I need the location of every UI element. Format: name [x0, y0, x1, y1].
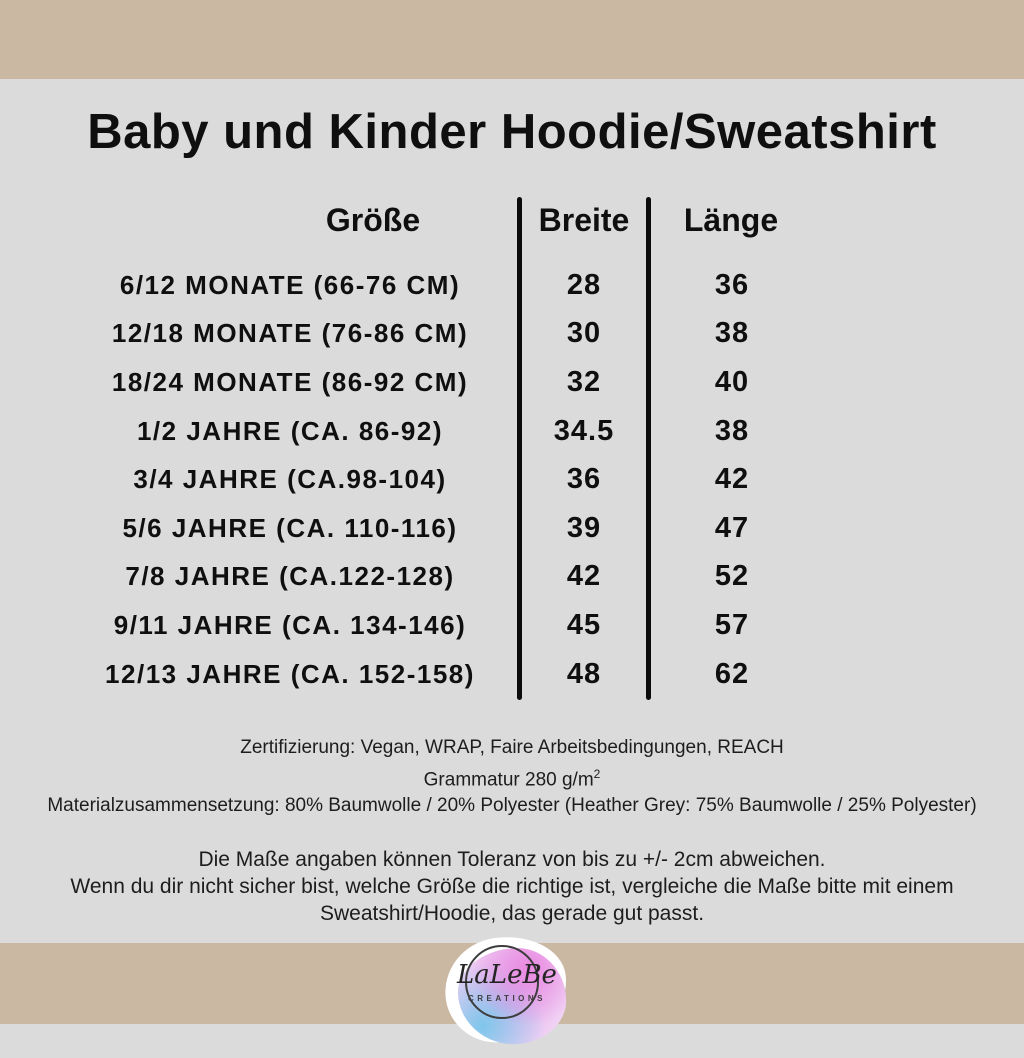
width-value: 39 — [566, 511, 602, 544]
brand-logo: LaLeBe CREATIONS — [438, 929, 574, 1049]
length-value: 38 — [714, 317, 750, 350]
width-value: 36 — [566, 463, 602, 496]
certification-text: Zertifizierung: Vegan, WRAP, Faire Arbei… — [240, 737, 784, 758]
length-value: 62 — [714, 657, 750, 690]
length-value: 47 — [714, 511, 750, 544]
width-value: 48 — [566, 657, 602, 690]
table-row: 12/18 MONATE (76-86 CM) 30 38 — [0, 310, 1024, 359]
size-label: 7/8 JAHRE (CA.122-128) — [125, 561, 455, 592]
width-value: 45 — [566, 608, 602, 641]
page-title: Baby und Kinder Hoodie/Sweatshirt — [87, 105, 937, 159]
size-label: 9/11 JAHRE (CA. 134-146) — [113, 609, 467, 640]
logo-circle-outline — [465, 945, 539, 1019]
tolerance-line: Die Maße angaben können Toleranz von bis… — [198, 848, 826, 871]
column-header-size: Größe — [325, 202, 421, 238]
width-value: 30 — [566, 317, 602, 350]
material-text: Materialzusammensetzung: 80% Baumwolle /… — [47, 795, 977, 817]
column-divider-left — [517, 197, 522, 700]
width-value: 28 — [566, 268, 602, 301]
length-value: 42 — [714, 463, 750, 496]
product-details: Zertifizierung: Vegan, WRAP, Faire Arbei… — [0, 735, 1024, 819]
size-label: 3/4 JAHRE (CA.98-104) — [133, 464, 447, 495]
table-row: 6/12 MONATE (66-76 CM) 28 36 — [0, 261, 1024, 310]
length-value: 36 — [714, 268, 750, 301]
tolerance-note: Die Maße angaben können Toleranz von bis… — [0, 846, 1024, 927]
size-label: 6/12 MONATE (66-76 CM) — [119, 269, 461, 300]
table-row: 5/6 JAHRE (CA. 110-116) 39 47 — [0, 504, 1024, 553]
size-table: 6/12 MONATE (66-76 CM) 28 36 12/18 MONAT… — [0, 261, 1024, 698]
grammage-superscript: 2 — [593, 767, 601, 781]
length-value: 38 — [714, 414, 750, 447]
width-value: 34.5 — [553, 414, 615, 447]
table-row: 7/8 JAHRE (CA.122-128) 42 52 — [0, 553, 1024, 602]
size-label: 1/2 JAHRE (CA. 86-92) — [136, 415, 444, 446]
tolerance-line: Sweatshirt/Hoodie, das gerade gut passt. — [319, 902, 705, 925]
grammage-value: Grammatur 280 g/m — [423, 769, 594, 791]
brand-name: LaLeBe — [457, 960, 557, 990]
column-divider-right — [646, 197, 651, 700]
width-value: 42 — [566, 560, 602, 593]
length-value: 40 — [714, 365, 750, 398]
grammage-text: Grammatur 280 g/m2 — [0, 761, 1024, 793]
brand-subtitle: CREATIONS — [467, 994, 547, 1003]
table-row: 3/4 JAHRE (CA.98-104) 36 42 — [0, 455, 1024, 504]
length-value: 52 — [714, 560, 750, 593]
top-band — [0, 0, 1024, 79]
column-header-length: Länge — [683, 202, 779, 238]
size-label: 18/24 MONATE (86-92 CM) — [111, 366, 469, 397]
table-row: 1/2 JAHRE (CA. 86-92) 34.5 38 — [0, 407, 1024, 456]
width-value: 32 — [566, 365, 602, 398]
size-label: 5/6 JAHRE (CA. 110-116) — [122, 512, 458, 543]
size-label: 12/18 MONATE (76-86 CM) — [111, 318, 469, 349]
size-label: 12/13 JAHRE (CA. 152-158) — [105, 658, 475, 689]
length-value: 57 — [714, 608, 750, 641]
table-row: 18/24 MONATE (86-92 CM) 32 40 — [0, 358, 1024, 407]
tolerance-line: Wenn du dir nicht sicher bist, welche Gr… — [70, 875, 954, 898]
table-row: 9/11 JAHRE (CA. 134-146) 45 57 — [0, 601, 1024, 650]
table-row: 12/13 JAHRE (CA. 152-158) 48 62 — [0, 650, 1024, 699]
column-header-width: Breite — [538, 202, 630, 238]
